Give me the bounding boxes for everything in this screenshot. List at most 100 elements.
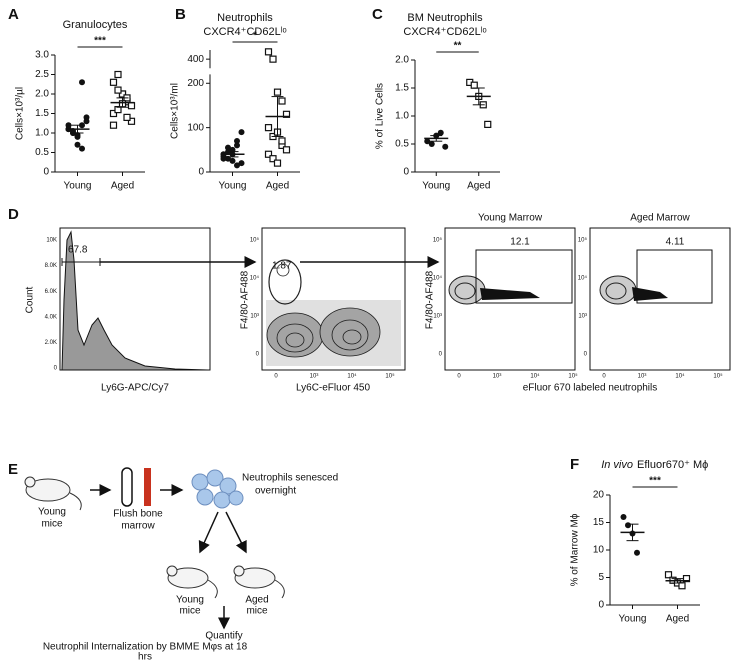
point [238,129,245,136]
mouse-icon [24,476,285,599]
tick-label: 10⁴ [578,275,588,282]
point [123,113,131,122]
x-tick-label: Aged [111,181,134,192]
significance: * [253,31,257,42]
point [264,150,273,158]
point [234,162,240,169]
chart-title: Neutrophils [217,12,273,24]
label: overnight [255,486,296,497]
panel-letter: D [8,206,19,223]
axis-label: Ly6G-APC/Cy7 [101,383,169,394]
events [480,288,540,300]
point [278,137,286,145]
x-tick-label: Young [422,181,450,192]
y-axis-label: % of Marrow Mϕ [570,513,581,586]
chart-title: CXCR4⁺CD62Lˡᵒ [403,26,486,38]
point [225,144,231,151]
gate-label: 67.8 [68,245,88,256]
panel-letter: F [570,456,579,473]
x-tick-label: Young [619,614,647,625]
tick-label: 10³ [310,374,319,380]
x-tick-label: Aged [666,614,689,625]
contour [266,259,381,358]
x-tick-label: Aged [266,181,289,192]
panel-letter: C [372,6,383,23]
point [109,78,118,86]
label: Neutrophil Internalization by BMME Mφs a… [43,642,248,653]
contour [599,275,637,305]
tick-label: 0 [439,352,443,358]
arrow [198,511,219,554]
point [79,79,85,86]
contour [605,282,627,300]
y-tick-label: 0 [598,600,604,611]
point [114,86,122,94]
contour [448,275,486,305]
chart-title: Efluor670⁺ Mϕ [637,459,708,471]
events [632,287,668,301]
label: hrs [138,652,152,660]
neutrophil-icon [191,469,244,509]
gate [475,249,573,304]
point [83,114,90,121]
label: Neutrophils senesced [242,473,338,484]
point [428,141,435,147]
tick-label: 10⁴ [675,373,685,380]
y-tick-label: 200 [187,78,204,89]
significance: *** [94,36,106,47]
axis-label: F4/80-AF488 [240,270,251,329]
tick-label: 0 [274,374,278,380]
tick-label: 10⁵ [578,237,588,244]
gate-label: 12.1 [510,237,530,248]
x-tick-label: Aged [467,181,490,192]
tick-label: 8.0K [45,263,57,269]
point [220,155,227,162]
point [65,122,72,129]
panel-letter: E [8,461,18,478]
point [634,549,640,556]
y-tick-label: 400 [187,54,204,65]
chart-title: BM Neutrophils [407,12,483,24]
tick-label: 0 [457,374,461,380]
point [437,129,444,136]
y-tick-label: 15 [593,517,605,528]
point [118,90,127,98]
label: Flush bone [113,509,163,520]
point [127,117,136,125]
y-tick-label: 0 [198,167,204,178]
plot-frame [589,227,731,371]
y-tick-label: 0 [43,167,49,178]
events [266,300,401,366]
tick-label: 0 [584,352,588,358]
label: mice [179,606,201,617]
panel-letter: A [8,6,19,23]
tick-label: 10³ [578,314,587,320]
gate [636,249,713,304]
tick-label: 10⁴ [347,373,357,380]
y-tick-label: 0 [403,167,409,178]
tick-label: 10⁴ [250,275,260,282]
panel-letter: B [175,6,186,23]
point [109,109,118,118]
tick-label: 0 [256,352,260,358]
point [664,571,673,579]
point [238,160,245,167]
y-tick-label: 0.5 [395,139,409,150]
y-tick-label: 2.5 [35,69,49,80]
y-tick-label: 2.0 [35,89,49,100]
point [234,137,240,144]
marrow-icon [144,468,151,506]
tick-label: 10³ [493,374,502,380]
plot-title: Young Marrow [478,213,543,224]
flow-panel: D 67.8 Count Ly6G-APC/Cy7 1.87 F4/80-AF4… [8,206,731,394]
label: marrow [121,521,155,532]
point [114,105,122,114]
label: mice [41,519,63,530]
point [620,514,627,520]
tick-label: 10³ [433,314,442,320]
tick-label: 10³ [638,374,647,380]
label: Quantify [205,631,242,642]
point [269,155,277,163]
schematic: E Young mice Flush bone marrow Neutrophi… [8,461,338,660]
axis-label: Count [25,286,36,313]
